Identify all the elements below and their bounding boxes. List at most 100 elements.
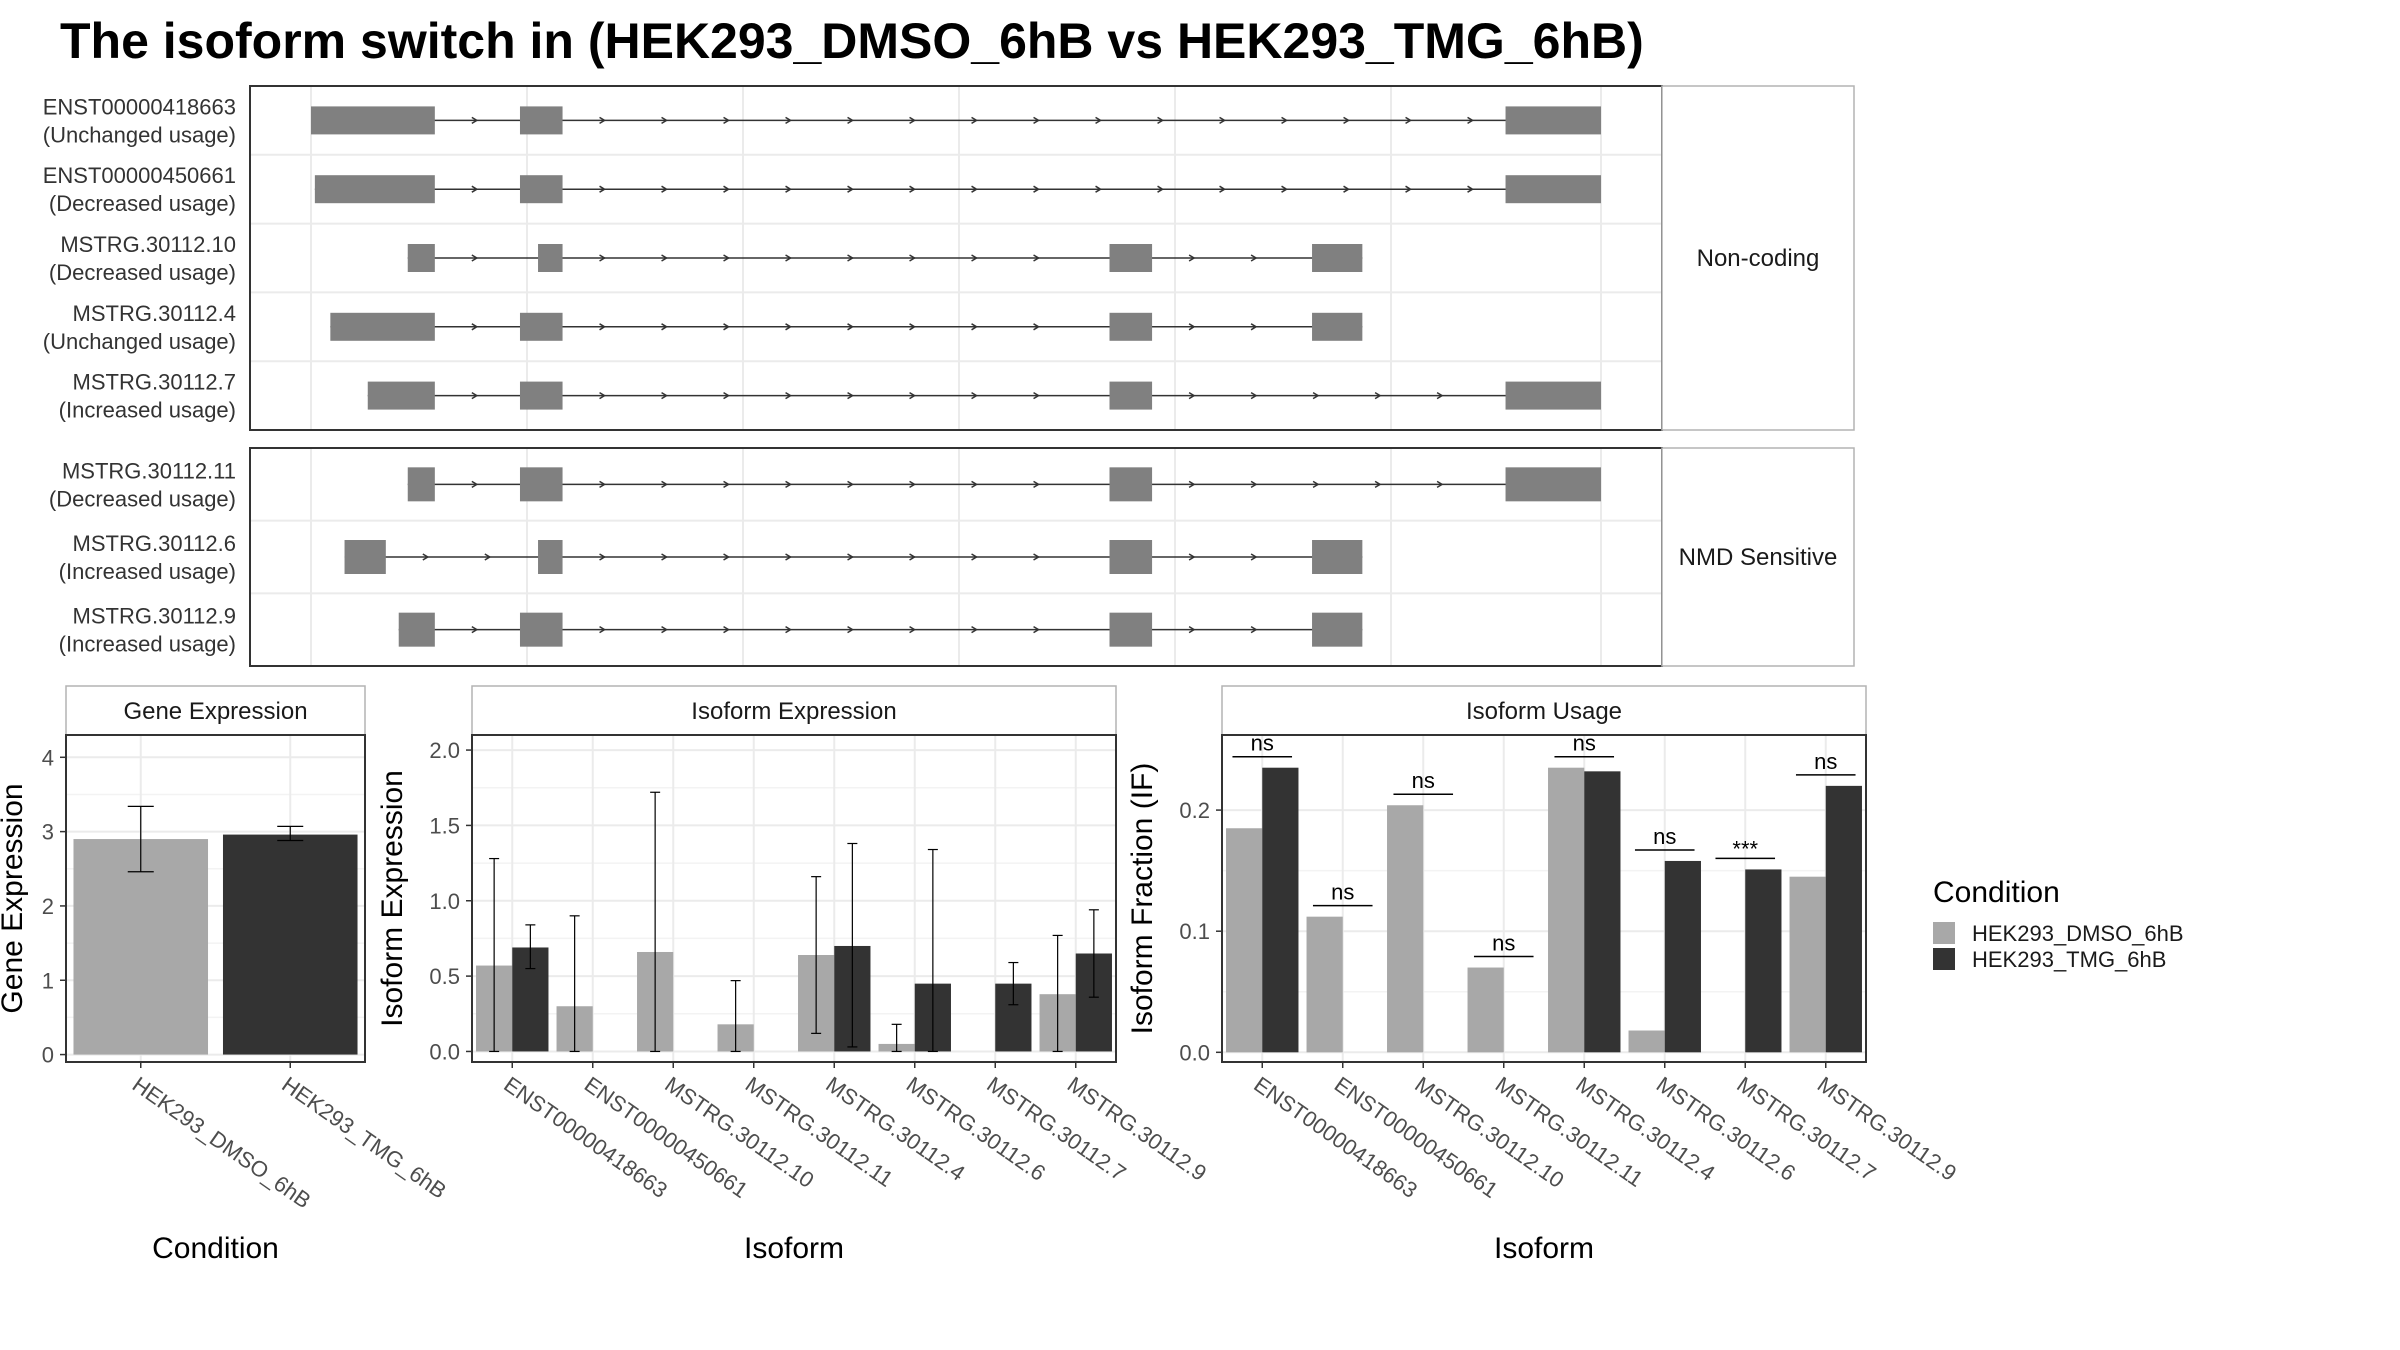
intron-arrow <box>471 480 479 488</box>
intron-arrow <box>599 553 607 561</box>
exon-block <box>1505 106 1601 135</box>
legend-title: Condition <box>1933 876 2060 909</box>
intron-arrow <box>1188 391 1196 400</box>
significance-label: ns <box>1412 768 1435 793</box>
isoform-expression-chart: Isoform Expression0.00.51.01.52.0ENST000… <box>376 685 1211 1265</box>
intron-arrow <box>599 626 607 634</box>
exon-block <box>1312 244 1363 272</box>
bar <box>1387 805 1424 1053</box>
intron-arrow <box>1312 480 1320 488</box>
plot-border <box>65 734 366 1063</box>
bar <box>1825 785 1862 1053</box>
intron-arrow <box>971 626 979 634</box>
intron-arrow <box>785 185 793 193</box>
intron-arrow <box>971 323 979 331</box>
intron-arrow <box>1219 116 1227 125</box>
intron-arrow <box>1281 185 1289 193</box>
gene-expression-chart: Gene Expression01234HEK293_DMSO_6hBHEK29… <box>0 685 451 1265</box>
legend-label: HEK293_TMG_6hB <box>1972 947 2166 972</box>
intron-arrow <box>785 254 793 262</box>
intron-arrow <box>971 185 979 193</box>
intron-arrow <box>1467 185 1475 193</box>
intron-arrow <box>847 116 855 125</box>
y-tick-label: 1.5 <box>429 813 460 838</box>
exon-block <box>1505 175 1601 204</box>
intron-arrow <box>599 116 607 125</box>
exon-block <box>1312 540 1363 574</box>
transcript-usage-label: (Increased usage) <box>59 559 236 584</box>
transcript-usage-label: (Decreased usage) <box>49 191 236 216</box>
exon-block <box>1109 381 1153 410</box>
intron-arrow <box>1033 553 1041 561</box>
exon-block <box>1109 244 1153 272</box>
bar <box>1467 967 1504 1053</box>
intron-arrow <box>1188 323 1196 331</box>
intron-arrow <box>471 626 479 634</box>
transcript-usage-label: (Unchanged usage) <box>43 122 236 147</box>
intron-arrow <box>599 323 607 331</box>
intron-arrow <box>723 480 731 488</box>
significance-label: *** <box>1732 836 1758 861</box>
intron-arrow <box>661 254 669 262</box>
transcript-id-label: MSTRG.30112.6 <box>73 531 236 556</box>
chart-strip <box>1221 685 1867 736</box>
intron-arrow <box>1343 116 1351 125</box>
y-tick-label: 0.5 <box>429 964 460 989</box>
intron-arrow <box>847 553 855 561</box>
x-tick-label: MSTRG.30112.11 <box>741 1072 898 1192</box>
facet-strip <box>1661 447 1855 667</box>
intron-arrow <box>909 254 917 262</box>
facet-label: Non-coding <box>1697 245 1820 272</box>
intron-arrow <box>661 185 669 193</box>
y-tick-label: 1 <box>42 968 54 993</box>
intron-arrow <box>1405 116 1413 125</box>
intron-arrow <box>1157 185 1165 193</box>
exon-block <box>519 612 563 647</box>
intron-arrow <box>1095 116 1103 125</box>
chart-title: Isoform Usage <box>1466 698 1622 725</box>
intron-arrow <box>909 116 917 125</box>
intron-arrow <box>723 185 731 193</box>
exon-block <box>519 175 563 204</box>
intron-arrow <box>1188 626 1196 634</box>
intron-arrow <box>599 480 607 488</box>
exon-block <box>344 540 386 574</box>
intron-arrow <box>1250 626 1258 634</box>
intron-arrow <box>599 254 607 262</box>
x-tick-label: MSTRG.30112.7 <box>982 1072 1130 1186</box>
figure-title: The isoform switch in (HEK293_DMSO_6hB v… <box>60 13 1644 69</box>
intron-arrow <box>661 391 669 400</box>
legend-swatch <box>1933 948 1955 970</box>
legend-swatch <box>1933 922 1955 944</box>
intron-arrow <box>723 626 731 634</box>
intron-arrow <box>471 391 479 400</box>
y-axis-title: Isoform Expression <box>376 770 409 1027</box>
x-axis-title: Isoform <box>744 1232 844 1265</box>
intron-arrow <box>785 116 793 125</box>
transcript-id-label: MSTRG.30112.4 <box>73 301 236 326</box>
x-axis-title: Condition <box>152 1232 279 1265</box>
intron-arrow <box>971 553 979 561</box>
transcript-structure-panel: ENST00000418663 (Unchanged usage) ENST0000… <box>43 85 1855 667</box>
intron-arrow <box>847 480 855 488</box>
bar <box>73 839 209 1055</box>
intron-arrow <box>1250 254 1258 262</box>
exon-block <box>398 612 435 647</box>
intron-arrow <box>909 391 917 400</box>
transcript-id-label: MSTRG.30112.7 <box>73 370 236 395</box>
significance-label: ns <box>1251 731 1274 756</box>
exon-block <box>1312 612 1363 647</box>
exon-block <box>519 106 563 135</box>
intron-arrow <box>847 323 855 331</box>
intron-arrow <box>1157 116 1165 125</box>
intron-arrow <box>661 323 669 331</box>
exon-block <box>519 381 563 410</box>
bar <box>1664 860 1701 1053</box>
y-tick-label: 2 <box>42 894 54 919</box>
exon-block <box>314 175 435 204</box>
plot-border <box>471 734 1117 1063</box>
intron-arrow <box>909 480 917 488</box>
transcript-id-label: ENST00000450661 <box>43 163 236 188</box>
chart-title: Gene Expression <box>123 698 307 725</box>
